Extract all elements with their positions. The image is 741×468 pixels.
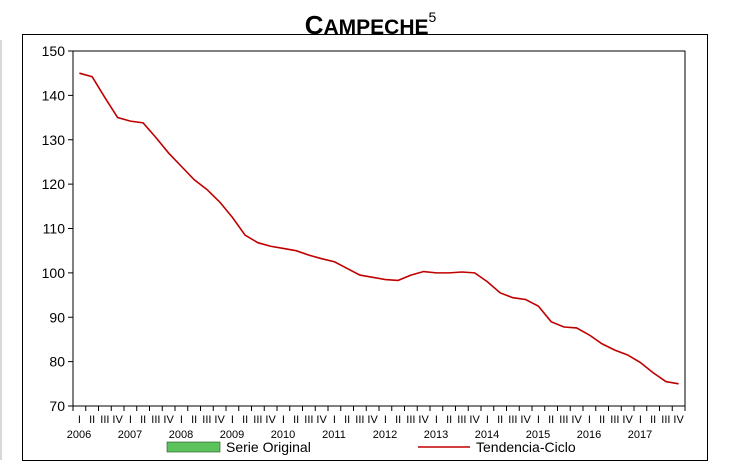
quarter-label: III: [508, 414, 517, 426]
year-label: 2016: [577, 429, 601, 441]
axes-layer: [68, 50, 686, 411]
year-label: 2010: [271, 429, 295, 441]
quarter-label: III: [355, 414, 364, 426]
y-tick-label: 150: [42, 43, 66, 59]
quarter-label: IV: [622, 414, 633, 426]
title-footnote: 5: [428, 9, 437, 25]
year-label: 2006: [67, 429, 91, 441]
quarter-label: II: [650, 414, 656, 426]
quarter-label: III: [559, 414, 568, 426]
year-label: 2013: [424, 429, 448, 441]
legend-bar-swatch: [166, 441, 221, 453]
chart-frame: [22, 34, 708, 461]
quarter-label: IV: [265, 414, 276, 426]
quarter-label: II: [548, 414, 554, 426]
title-initial: C: [304, 10, 324, 40]
x-tick-labels: I II III IV I II III IV I II III IV I II III IV I II III IV…: [67, 414, 685, 441]
quarter-label: I: [486, 414, 489, 426]
quarter-label: I: [333, 414, 336, 426]
title-rest: AMPECHE: [323, 16, 429, 39]
trend-line: [79, 72, 679, 385]
quarter-label: I: [129, 414, 132, 426]
quarter-label: IV: [112, 414, 123, 426]
quarter-label: I: [180, 414, 183, 426]
quarter-label: III: [661, 414, 670, 426]
legend: Serie Original Tendencia-Ciclo: [166, 439, 576, 455]
quarter-label: II: [395, 414, 401, 426]
quarter-label: II: [191, 414, 197, 426]
y-tick-label: 110: [43, 221, 66, 237]
quarter-label: III: [457, 414, 466, 426]
quarter-label: II: [242, 414, 248, 426]
quarter-label: I: [639, 414, 642, 426]
quarter-label: I: [588, 414, 591, 426]
y-tick-label: 130: [42, 132, 66, 148]
quarter-label: IV: [469, 414, 480, 426]
quarter-label: II: [344, 414, 350, 426]
chart-title: CAMPECHE5: [0, 0, 741, 45]
y-tick-label: 120: [42, 176, 66, 192]
year-label: 2014: [475, 429, 499, 441]
y-tick-label: 70: [49, 398, 65, 414]
quarter-label: I: [231, 414, 234, 426]
quarter-label: IV: [163, 414, 174, 426]
quarter-label: I: [384, 414, 387, 426]
y-tick-label: 100: [42, 265, 66, 281]
legend-label-tendencia-ciclo: Tendencia-Ciclo: [476, 439, 576, 455]
quarter-label: III: [253, 414, 262, 426]
y-tick-label: 90: [49, 309, 65, 325]
quarter-label: III: [202, 414, 211, 426]
quarter-label: I: [282, 414, 285, 426]
quarter-label: IV: [520, 414, 531, 426]
quarter-label: II: [89, 414, 95, 426]
quarter-label: II: [446, 414, 452, 426]
quarter-label: II: [599, 414, 605, 426]
year-label: 2015: [526, 429, 550, 441]
quarter-label: III: [100, 414, 109, 426]
year-label: 2008: [169, 429, 193, 441]
quarter-label: III: [304, 414, 313, 426]
quarter-label: IV: [673, 414, 684, 426]
quarter-label: IV: [367, 414, 378, 426]
quarter-label: III: [151, 414, 160, 426]
quarter-label: II: [497, 414, 503, 426]
y-tick-label: 80: [49, 354, 65, 370]
year-label: 2009: [220, 429, 244, 441]
y-tick-labels: 70 80 90 100 110 120 130 140 150: [42, 43, 66, 414]
quarter-label: I: [78, 414, 81, 426]
quarter-label: I: [435, 414, 438, 426]
quarter-label: IV: [418, 414, 429, 426]
y-tick-label: 140: [42, 87, 66, 103]
quarter-label: II: [293, 414, 299, 426]
quarter-label: IV: [214, 414, 225, 426]
quarter-label: III: [610, 414, 619, 426]
year-label: 2007: [118, 429, 142, 441]
left-edge-mark: [0, 40, 2, 460]
quarter-label: II: [140, 414, 146, 426]
year-label: 2012: [373, 429, 397, 441]
quarter-label: IV: [316, 414, 327, 426]
year-label: 2017: [628, 429, 652, 441]
quarter-label: I: [537, 414, 540, 426]
plot-area: [72, 50, 686, 407]
quarter-label: IV: [571, 414, 582, 426]
quarter-label: III: [406, 414, 415, 426]
year-label: 2011: [322, 429, 346, 441]
trend-layer: [79, 72, 679, 385]
legend-label-serie-original: Serie Original: [226, 439, 311, 455]
